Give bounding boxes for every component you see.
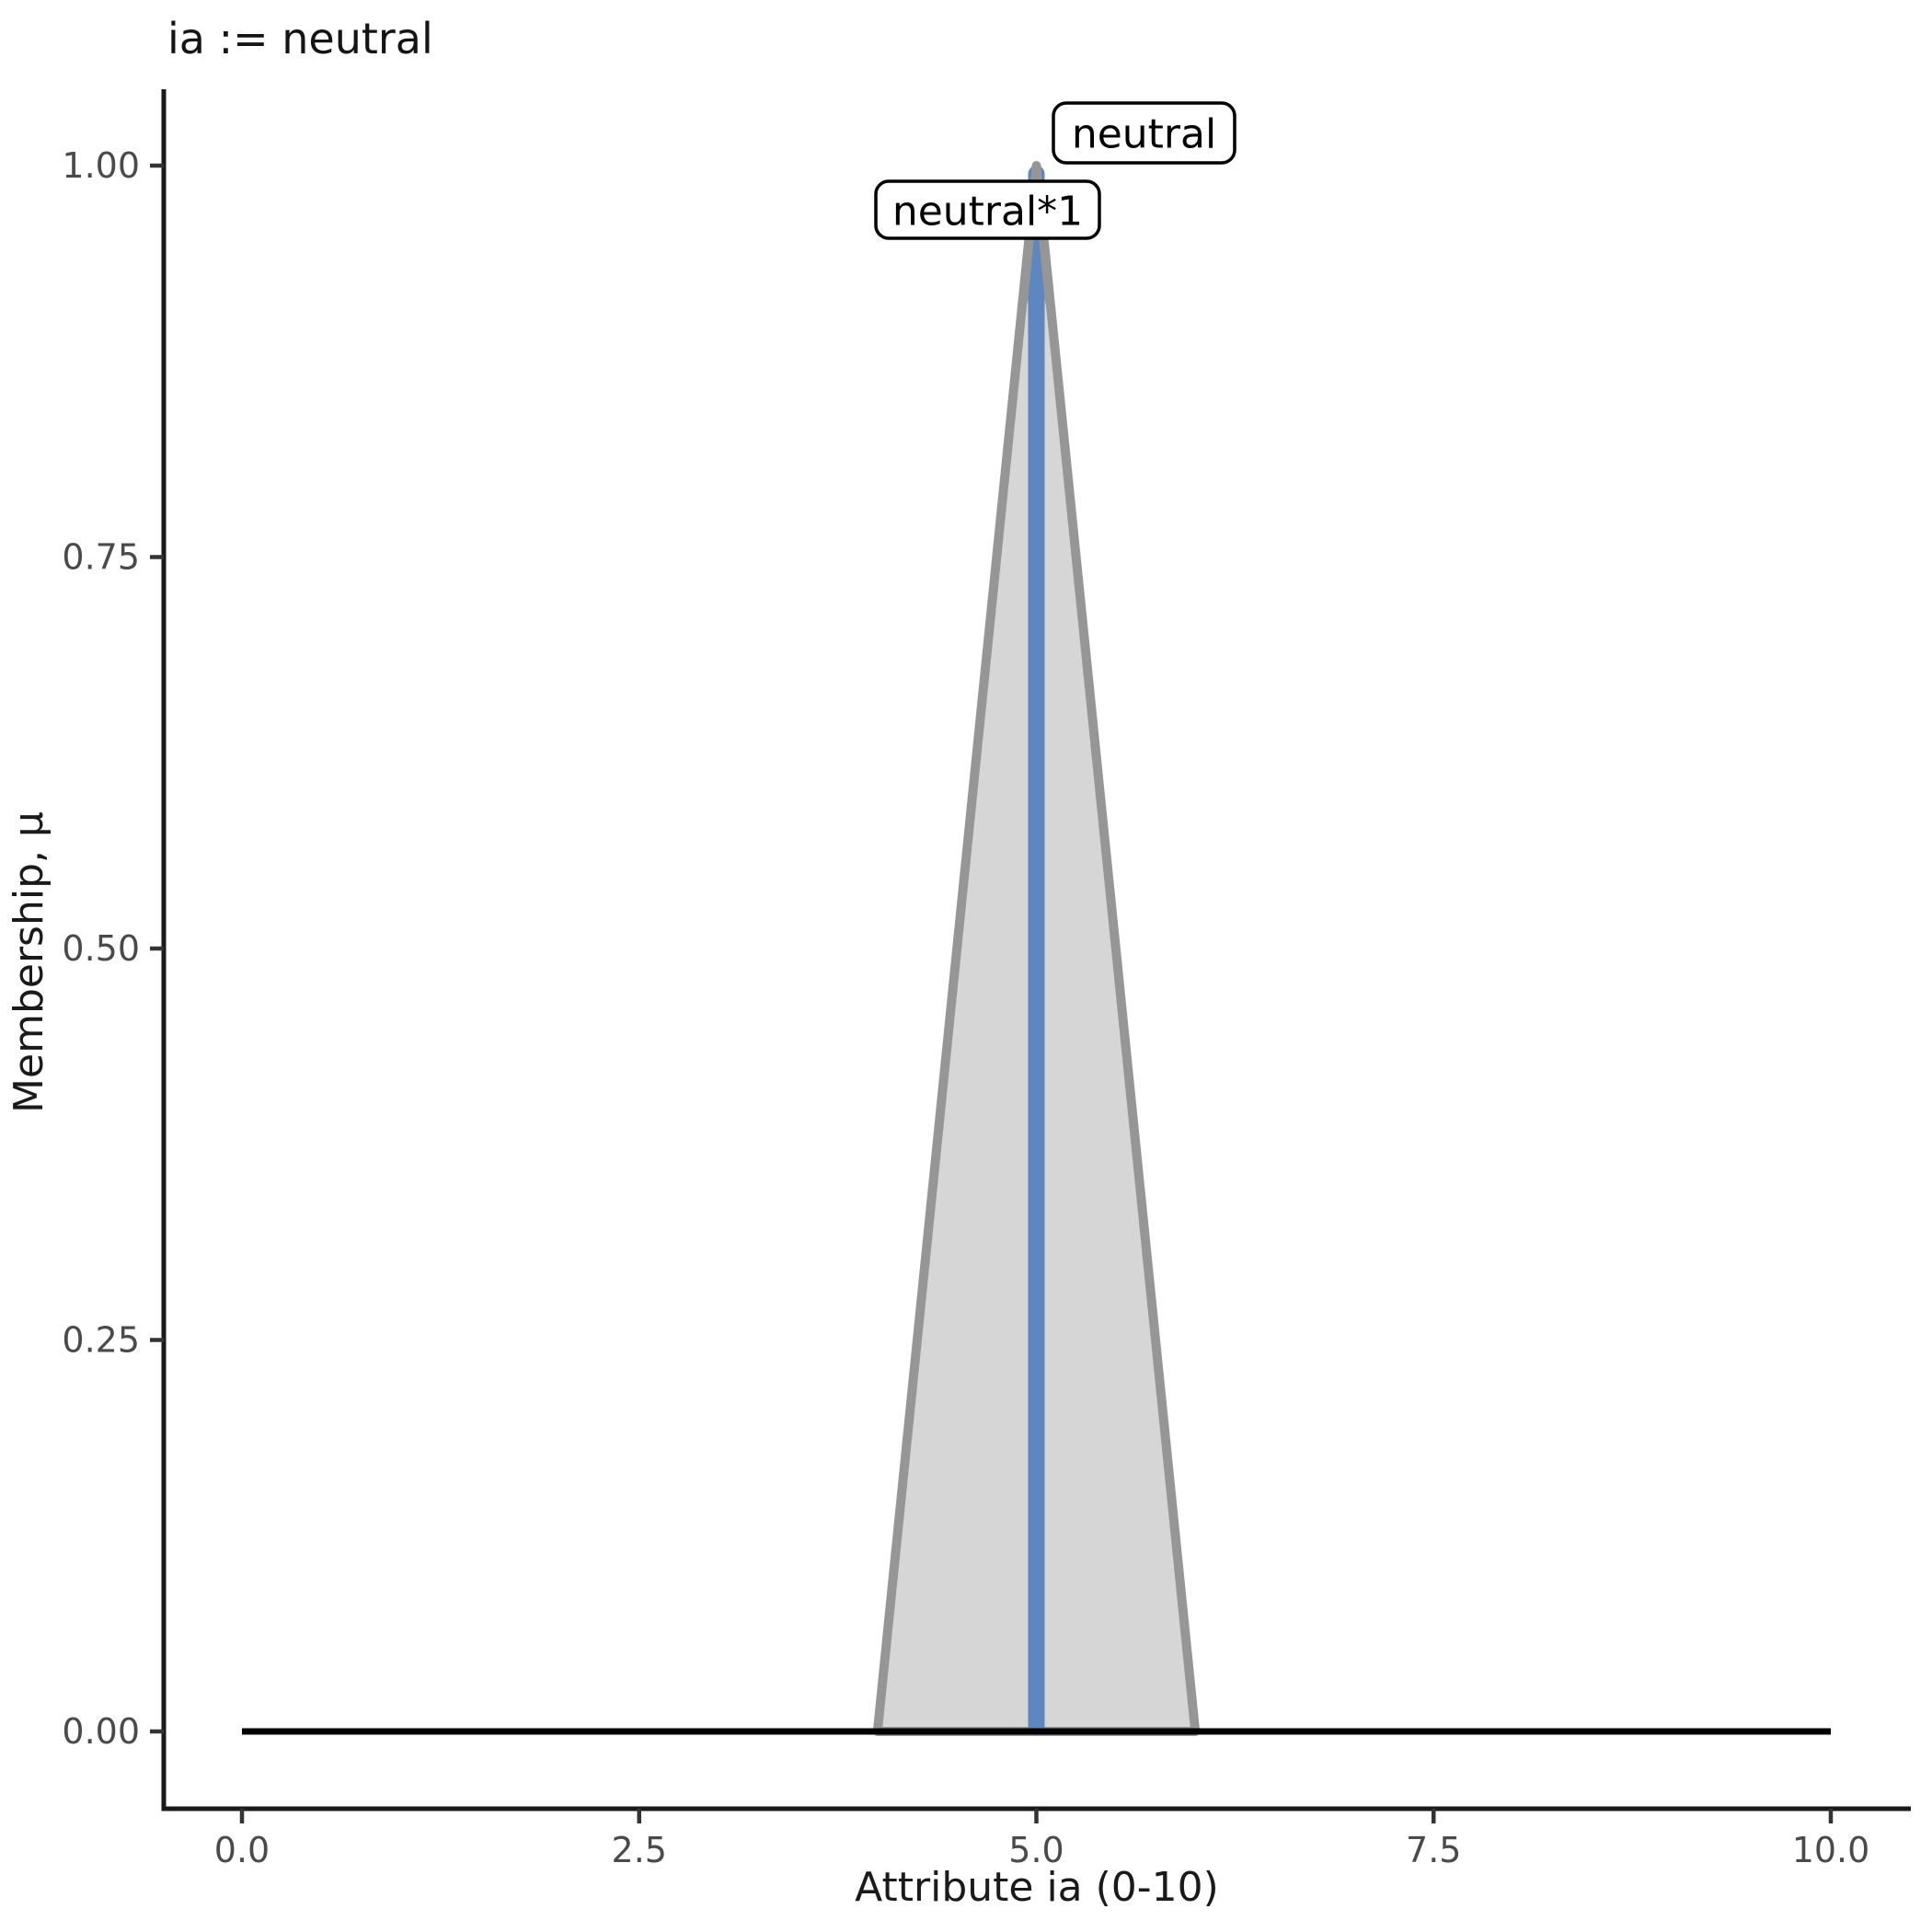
x-tick-label-10.0: 10.0: [1792, 1830, 1870, 1870]
annotation-neutral-star-1: neutral*1: [874, 179, 1101, 240]
y-tick-label-0.25: 0.25: [62, 1320, 140, 1361]
y-tick-label-0.50: 0.50: [62, 928, 140, 969]
y-tick-label-1.00: 1.00: [62, 145, 140, 186]
annotation-neutral-star-1-box: [874, 179, 1101, 240]
x-tick-label-0.0: 0.0: [214, 1830, 270, 1870]
chart-title: ia := neutral: [167, 14, 433, 63]
x-tick-label-5.0: 5.0: [1008, 1830, 1064, 1870]
x-tick-label-7.5: 7.5: [1406, 1830, 1461, 1870]
x-tick-labels: 0.0 2.5 5.0 7.5 10.0: [214, 1830, 1870, 1870]
annotation-neutral: neutral: [1052, 101, 1236, 165]
x-axis-label: Attribute ia (0-10): [855, 1864, 1219, 1911]
y-tick-label-0.75: 0.75: [62, 537, 140, 578]
annotation-neutral-label: neutral: [1072, 111, 1216, 158]
annotation-neutral-box: [1052, 101, 1236, 165]
y-tick-label-0.00: 0.00: [62, 1711, 140, 1752]
annotation-neutral-star-1-label: neutral*1: [892, 189, 1083, 236]
x-tick-label-2.5: 2.5: [612, 1830, 667, 1870]
y-tick-marks: [150, 163, 164, 1734]
y-axis-label: Membership, μ: [6, 811, 52, 1113]
x-tick-marks: [239, 1809, 1834, 1823]
y-tick-labels: 1.00 0.75 0.50 0.25 0.00: [62, 145, 140, 1752]
triangle-apex-cap: [1018, 164, 1054, 306]
